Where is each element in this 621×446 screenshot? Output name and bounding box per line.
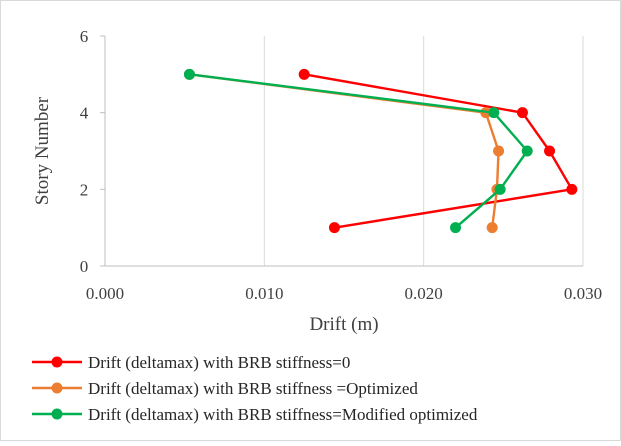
tick-labels: 0.000 0.010 0.020 0.030 0 2 4 6 <box>80 27 602 303</box>
legend-marker <box>51 382 63 394</box>
data-point <box>521 145 533 157</box>
legend-label: Drift (deltamax) with BRB stiffness=Modi… <box>88 405 478 424</box>
x-tick-label: 0.030 <box>564 284 602 303</box>
data-point <box>298 68 310 80</box>
legend-entry: Drift (deltamax) with BRB stiffness =Opt… <box>32 379 418 398</box>
legend: Drift (deltamax) with BRB stiffness=0 Dri… <box>32 353 478 424</box>
series-3 <box>183 68 533 234</box>
data-point <box>493 145 505 157</box>
x-axis-title: Drift (m) <box>309 314 378 335</box>
data-point <box>486 222 498 234</box>
y-tick-label: 0 <box>80 257 89 276</box>
series <box>183 68 578 234</box>
data-point <box>450 222 462 234</box>
data-point <box>183 68 195 80</box>
x-tick-label: 0.000 <box>86 284 124 303</box>
legend-marker <box>51 356 63 368</box>
data-point <box>566 183 578 195</box>
legend-entry: Drift (deltamax) with BRB stiffness=Modi… <box>32 405 478 424</box>
grid <box>263 36 584 266</box>
data-point <box>516 107 528 119</box>
x-tick-label: 0.020 <box>405 284 443 303</box>
legend-label: Drift (deltamax) with BRB stiffness =Opt… <box>88 379 418 398</box>
legend-label: Drift (deltamax) with BRB stiffness=0 <box>88 353 350 372</box>
legend-entry: Drift (deltamax) with BRB stiffness=0 <box>32 353 350 372</box>
x-tick-label: 0.010 <box>245 284 283 303</box>
axes <box>100 35 583 267</box>
data-point <box>488 107 500 119</box>
data-point <box>544 145 556 157</box>
data-point <box>494 183 506 195</box>
y-axis-title: Story Number <box>32 96 53 205</box>
y-tick-label: 6 <box>80 27 89 46</box>
legend-marker <box>51 408 63 420</box>
y-tick-label: 2 <box>80 180 89 199</box>
data-point <box>328 222 340 234</box>
y-tick-label: 4 <box>80 104 89 123</box>
series-1 <box>298 68 578 234</box>
